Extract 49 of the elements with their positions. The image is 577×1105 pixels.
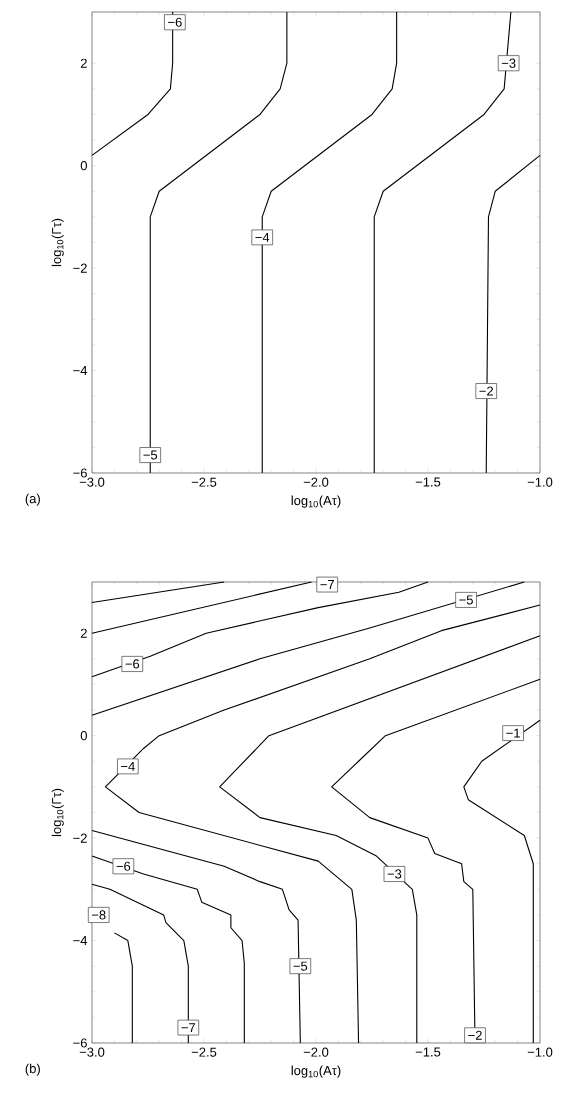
annotation: −8 [91, 910, 106, 920]
annotation: −5 [143, 450, 158, 460]
line-series [219, 635, 541, 1044]
annotation: −7 [181, 1023, 196, 1033]
x-tick-label: −3.0 [79, 1047, 105, 1057]
x-axis-title: log$_{10}$(Aτ) [291, 1065, 341, 1078]
y-tick-label: −6 [73, 1038, 87, 1048]
y-tick-label: −2 [73, 263, 87, 273]
annotation: −3 [387, 869, 402, 879]
y-tick-label: −2 [73, 833, 87, 843]
line-series [463, 719, 541, 1044]
x-tick-label: −1.0 [527, 477, 553, 487]
annotation: −5 [459, 595, 473, 605]
line-series [91, 855, 245, 1044]
annotation: −5 [293, 961, 308, 971]
annotation: −6 [116, 861, 131, 871]
x-tick-label: −1.0 [527, 1047, 553, 1057]
annotation: −6 [168, 17, 182, 27]
line-series [91, 581, 429, 678]
annotation: −3 [501, 58, 516, 68]
x-tick-label: −2.0 [303, 477, 329, 487]
y-tick-label: 0 [80, 731, 87, 741]
annotation: −6 [125, 659, 140, 669]
y-tick-label: −4 [73, 366, 88, 376]
y-tick-label: 2 [80, 58, 87, 68]
x-tick-label: −2.5 [191, 477, 217, 487]
x-tick-label: −1.5 [415, 477, 441, 487]
text: (a) [25, 493, 40, 506]
x-tick-label: −3.0 [79, 477, 105, 487]
line-series [91, 581, 525, 716]
y-tick-label: 2 [80, 628, 87, 638]
x-axis-title: log$_{10}$(Aτ) [291, 495, 341, 508]
annotation: −4 [121, 761, 135, 771]
annotation: −1 [506, 728, 520, 738]
x-tick-label: −2.0 [303, 1047, 329, 1057]
y-axis-title: log$_{10}$(Γτ) [51, 218, 64, 267]
line-series [113, 932, 133, 1044]
annotation: −2 [468, 1030, 482, 1040]
annotation: −2 [479, 386, 493, 396]
y-tick-label: −6 [73, 468, 87, 478]
x-tick-label: −2.5 [191, 1047, 217, 1057]
line-series [104, 604, 541, 1044]
annotation: −4 [255, 232, 270, 242]
y-axis-title: log$_{10}$(Γτ) [51, 788, 64, 837]
annotation: −7 [320, 580, 334, 590]
x-tick-label: −1.5 [415, 1047, 441, 1057]
y-tick-label: −4 [73, 936, 88, 946]
text: (b) [25, 1063, 40, 1076]
y-tick-label: 0 [80, 161, 87, 171]
